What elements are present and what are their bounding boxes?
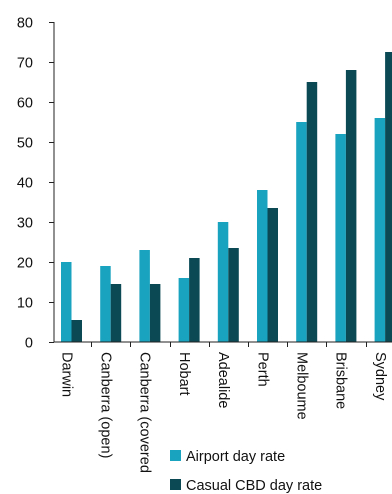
y-axis-ticks: 0 10 20 30 40 50 60 70 80 <box>17 16 54 352</box>
bar-casual-cbd-day-rate-brisbane <box>345 70 357 342</box>
bar-casual-cbd-day-rate-hobart <box>189 258 200 342</box>
y-tick-label-60: 60 <box>17 96 33 112</box>
bar-casual-cbd-day-rate-adealide <box>228 248 239 342</box>
bar-casual-cbd-day-rate-melboume <box>306 82 318 342</box>
x-axis-ticks <box>91 342 367 347</box>
bar-casual-cbd-day-rate-darwin <box>71 320 82 342</box>
legend-label-cbd: Casual CBD day rate <box>186 478 322 494</box>
bar-airport-day-rate-darwin <box>61 262 72 342</box>
category-labels: Darwin Canberra (open) Canberra (covered Ho… <box>58 352 388 473</box>
bar-casual-cbd-day-rate-perth <box>267 208 278 342</box>
bar-airport-day-rate-perth <box>257 190 268 342</box>
y-tick-label-40: 40 <box>17 176 33 192</box>
bar-airport-day-rate-canberra-covered <box>139 250 150 342</box>
y-tick-label-70: 70 <box>17 56 33 72</box>
bar-airport-day-rate-sydney <box>374 118 386 342</box>
y-tick-label-50: 50 <box>17 136 33 152</box>
bars <box>61 52 392 342</box>
category-label-canberra-open: Canberra (open) <box>98 352 114 458</box>
y-tick-label-10: 10 <box>17 296 33 312</box>
bar-casual-cbd-day-rate-sydney <box>385 52 392 342</box>
y-tick-label-80: 80 <box>17 16 33 32</box>
bar-airport-day-rate-melboume <box>296 122 307 342</box>
bar-airport-day-rate-brisbane <box>335 134 346 342</box>
bar-airport-day-rate-adealide <box>217 222 229 342</box>
category-label-adealide: Adealide <box>215 352 231 408</box>
bar-casual-cbd-day-rate-canberra-covered <box>149 284 161 342</box>
category-label-perth: Perth <box>254 352 270 387</box>
category-label-darwin: Darwin <box>58 352 74 397</box>
y-tick-label-0: 0 <box>25 336 33 352</box>
y-tick-label-20: 20 <box>17 256 33 272</box>
legend: Airport day rate Casual CBD day rate <box>170 449 322 494</box>
legend-swatch-cbd <box>170 479 181 490</box>
category-label-canberra-covered: Canberra (covered <box>137 352 153 473</box>
category-label-sydney: Sydney <box>372 352 388 401</box>
bar-airport-day-rate-hobart <box>178 278 190 342</box>
bar-airport-day-rate-canberra-open <box>100 266 111 342</box>
legend-label-airport: Airport day rate <box>186 449 285 465</box>
y-tick-label-30: 30 <box>17 216 33 232</box>
category-label-hobart: Hobart <box>176 352 192 396</box>
category-label-brisbane: Brisbane <box>333 352 349 409</box>
bar-casual-cbd-day-rate-canberra-open <box>110 284 122 342</box>
category-label-melboume: Melboume <box>294 352 310 420</box>
legend-swatch-airport <box>170 450 181 461</box>
